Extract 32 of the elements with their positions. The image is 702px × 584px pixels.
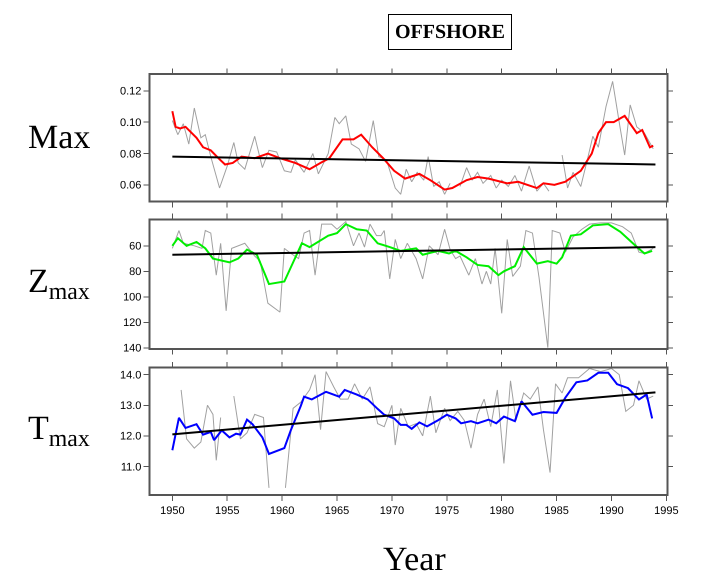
- y-tick-label: 11.0: [120, 461, 142, 474]
- y-axis-title: Z$_{max}$: [28, 263, 90, 306]
- x-axis-title: Year: [383, 541, 446, 578]
- y-tick-label: 80: [129, 266, 142, 278]
- line-series: [171, 372, 654, 455]
- y-tick-label: 13.0: [120, 400, 142, 412]
- line-series: [171, 223, 654, 286]
- y-axis-title: Max: [28, 119, 90, 156]
- y-tick-label: 14.0: [120, 370, 142, 382]
- x-tick-label: 1985: [544, 504, 569, 517]
- y-tick-label: 120: [123, 317, 142, 330]
- x-tick-label: 1990: [599, 504, 624, 517]
- y-tick-label: 140: [123, 342, 142, 355]
- x-tick-label: 1950: [160, 504, 185, 517]
- x-tick-label: 1980: [489, 504, 514, 517]
- y-tick-label: 60: [129, 240, 142, 253]
- line-series: [172, 221, 654, 348]
- y-tick-label: 0.06: [120, 180, 142, 192]
- y-tick-label: 12.0: [120, 430, 142, 443]
- y-tick-label: 0.08: [120, 148, 142, 160]
- y-tick-label: 100: [123, 292, 142, 304]
- y-tick-label: 0.12: [120, 86, 142, 98]
- x-tick-label: 1955: [214, 504, 240, 517]
- x-tick-label: 1970: [380, 504, 404, 517]
- x-tick-label: 1975: [434, 504, 460, 517]
- y-tick-label: 0.10: [120, 116, 142, 129]
- line-series: [171, 110, 654, 191]
- x-tick-label: 1995: [654, 504, 679, 517]
- x-tick-label: 1960: [270, 504, 294, 517]
- x-tick-label: 1965: [324, 504, 350, 517]
- chart-title: OFFSHORE: [395, 21, 506, 43]
- y-axis-title: T$_{max}$: [28, 410, 90, 452]
